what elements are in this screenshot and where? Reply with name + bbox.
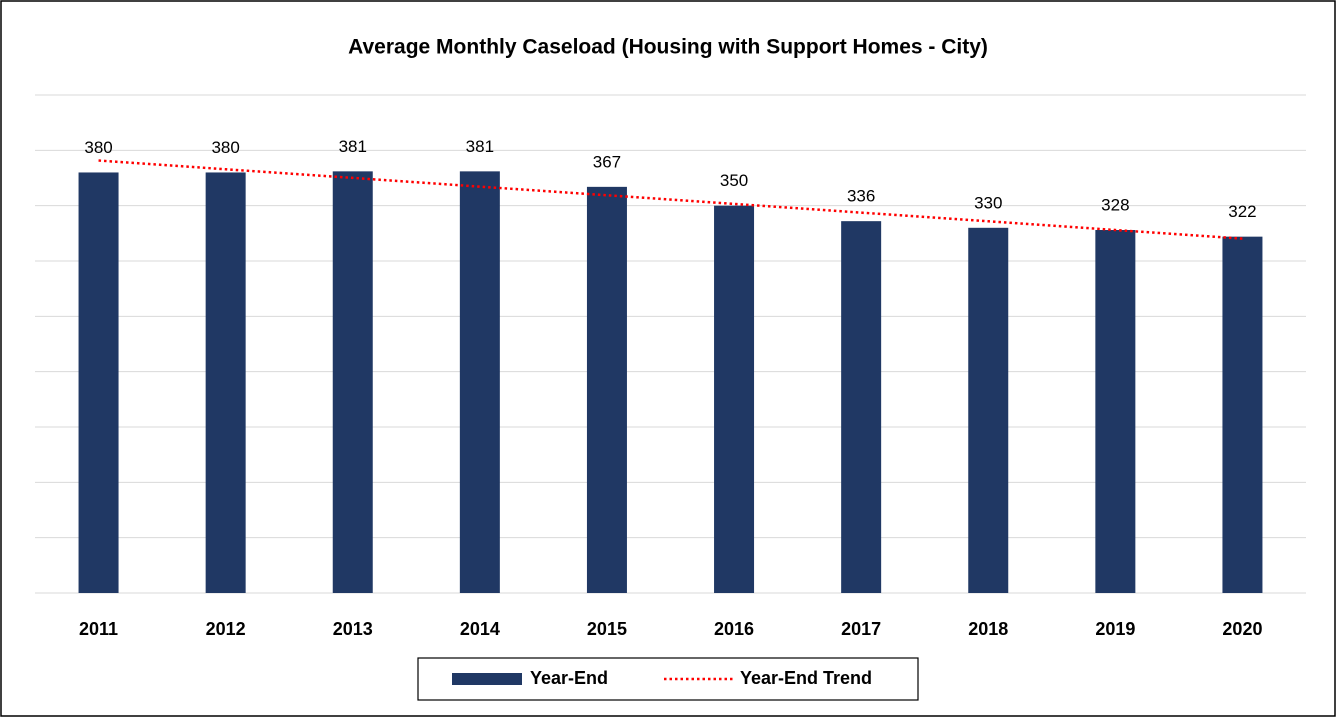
- bar: [205, 172, 246, 593]
- data-label: 336: [847, 187, 875, 206]
- data-label: 380: [211, 138, 239, 157]
- data-label: 350: [720, 171, 748, 190]
- x-tick-label: 2017: [841, 619, 881, 639]
- bar: [1095, 230, 1136, 593]
- bar: [332, 171, 373, 594]
- data-label: 367: [593, 152, 621, 171]
- bar: [968, 227, 1009, 594]
- legend-label: Year-End Trend: [740, 668, 872, 688]
- bar: [1222, 236, 1263, 594]
- chart-title: Average Monthly Caseload (Housing with S…: [348, 36, 988, 59]
- x-tick-label: 2014: [460, 619, 500, 639]
- legend-swatch: [452, 673, 522, 685]
- bar: [714, 205, 755, 593]
- data-label: 328: [1101, 195, 1129, 214]
- legend-label: Year-End: [530, 668, 608, 688]
- x-tick-label: 2012: [206, 619, 246, 639]
- data-label: 322: [1228, 202, 1256, 221]
- trend-line: [98, 159, 1243, 240]
- bar: [78, 172, 119, 593]
- data-label: 381: [339, 137, 367, 156]
- bar: [586, 186, 627, 593]
- bar: [841, 221, 882, 593]
- x-tick-label: 2020: [1222, 619, 1262, 639]
- data-label: 380: [84, 138, 112, 157]
- bar: [459, 171, 500, 594]
- x-tick-label: 2011: [79, 619, 118, 639]
- x-tick-label: 2019: [1095, 619, 1135, 639]
- x-tick-label: 2015: [587, 619, 627, 639]
- x-tick-label: 2013: [333, 619, 373, 639]
- data-label: 330: [974, 193, 1002, 212]
- x-tick-label: 2018: [968, 619, 1008, 639]
- x-tick-label: 2016: [714, 619, 754, 639]
- data-label: 381: [466, 137, 494, 156]
